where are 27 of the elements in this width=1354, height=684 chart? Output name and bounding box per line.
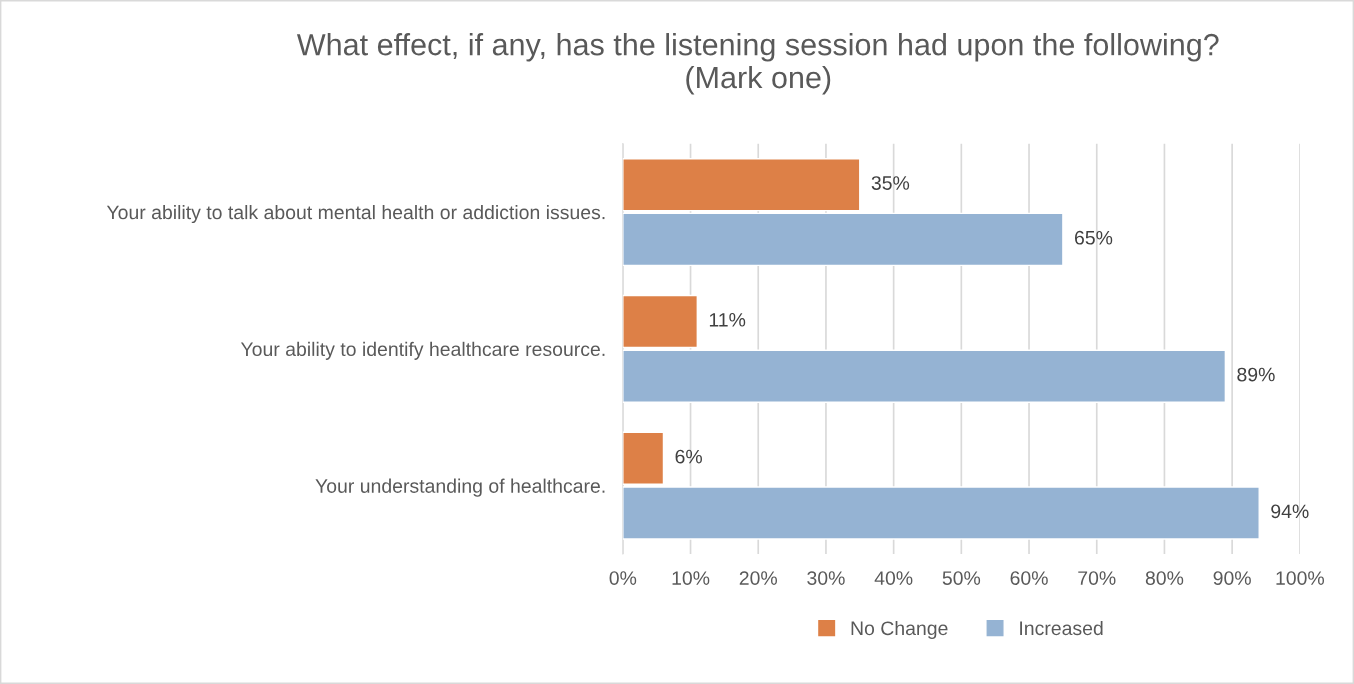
x-tick-label: 90% — [1213, 571, 1251, 585]
data-label: 94% — [1271, 504, 1309, 519]
y-tick-label: Your understanding of healthcare. — [315, 478, 605, 497]
x-tick-label: 60% — [1010, 571, 1048, 585]
chart-title: What effect, if any, has the listening session had upon the following? (Mark one) — [296, 33, 1219, 95]
x-tick-label: 50% — [942, 571, 981, 585]
x-tick-label: 70% — [1078, 571, 1116, 585]
x-tick-label: 80% — [1145, 571, 1184, 585]
x-tick-label: 40% — [874, 571, 913, 585]
data-label: 89% — [1237, 367, 1275, 382]
x-tick-label: 0% — [609, 571, 637, 585]
x-tick-label: 30% — [807, 571, 845, 585]
bar — [622, 294, 699, 349]
bar — [622, 349, 1227, 403]
legend-label: Increased — [1020, 620, 1103, 636]
y-tick-label: Your ability to identify healthcare resource. — [240, 341, 605, 360]
x-tick-label: 20% — [739, 571, 778, 585]
data-label: 65% — [1074, 230, 1113, 245]
y-tick-label: Your ability to talk about mental health or addiction issues. — [106, 204, 605, 224]
data-label: 11% — [709, 313, 746, 327]
data-label: 35% — [871, 176, 910, 190]
x-tick-label: 10% — [672, 571, 710, 585]
legend-label: No Change — [851, 620, 948, 640]
bar — [622, 212, 1064, 267]
bar — [622, 157, 861, 212]
x-tick-label: 100% — [1276, 571, 1325, 585]
data-label: 6% — [675, 449, 702, 464]
